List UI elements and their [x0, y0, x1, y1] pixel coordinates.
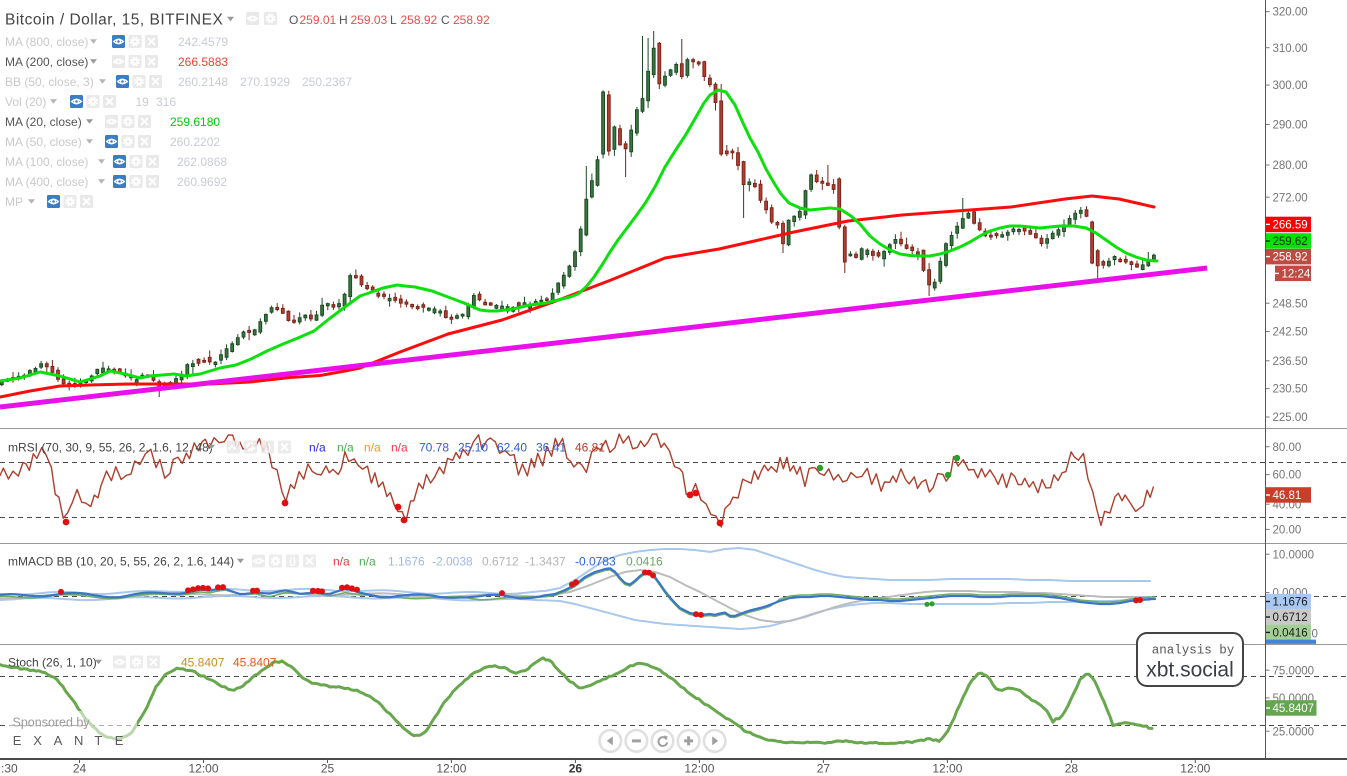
svg-text:MP: MP	[5, 195, 23, 209]
svg-text:70.78: 70.78	[419, 440, 449, 454]
svg-text:25: 25	[321, 761, 335, 775]
svg-text:n/a: n/a	[391, 440, 408, 454]
svg-text:19: 19	[136, 95, 150, 109]
svg-text:12:24: 12:24	[1282, 269, 1311, 281]
svg-text:E: E	[13, 733, 22, 748]
svg-text:A: A	[54, 733, 63, 748]
svg-text:259.6180: 259.6180	[170, 115, 220, 129]
svg-text:Bitcoin / Dollar, 15, BITFINEX: Bitcoin / Dollar, 15, BITFINEX	[5, 12, 223, 29]
svg-text:266.59: 266.59	[1273, 220, 1308, 232]
svg-text:45.8407: 45.8407	[1273, 703, 1315, 715]
svg-text:Sponsored by: Sponsored by	[13, 716, 91, 730]
svg-text:N: N	[74, 733, 83, 748]
svg-text:45.8407: 45.8407	[233, 655, 277, 669]
svg-text:25.0000: 25.0000	[1273, 726, 1315, 738]
svg-text:X: X	[33, 733, 42, 748]
svg-text:259.62: 259.62	[1273, 236, 1308, 248]
svg-text:xbt.social: xbt.social	[1146, 659, 1234, 682]
svg-text:242.50: 242.50	[1273, 327, 1308, 339]
svg-text:-0.0783: -0.0783	[575, 554, 616, 568]
svg-text:n/a: n/a	[337, 440, 354, 454]
svg-text:0.0416: 0.0416	[626, 554, 663, 568]
svg-text:45.8407: 45.8407	[181, 655, 225, 669]
svg-text:310.00: 310.00	[1273, 43, 1308, 55]
svg-text:62.40: 62.40	[497, 440, 527, 454]
svg-text:-2.0038: -2.0038	[432, 554, 473, 568]
svg-text:242.4579: 242.4579	[178, 35, 228, 49]
svg-text:258.92: 258.92	[453, 13, 490, 27]
svg-text:BB (50, close, 3): BB (50, close, 3)	[5, 75, 94, 89]
svg-text:20.00: 20.00	[1273, 525, 1302, 537]
svg-text:248.50: 248.50	[1273, 298, 1308, 310]
svg-text:n/a: n/a	[364, 440, 381, 454]
svg-text:L: L	[390, 13, 397, 27]
svg-text:0.6712: 0.6712	[482, 554, 519, 568]
svg-text:MA (20, close): MA (20, close)	[5, 115, 82, 129]
svg-text:27: 27	[817, 761, 831, 775]
svg-text:-1.3437: -1.3437	[525, 554, 566, 568]
svg-text:280.00: 280.00	[1273, 160, 1308, 172]
svg-text:266.5883: 266.5883	[178, 55, 228, 69]
svg-text:236.50: 236.50	[1273, 356, 1308, 368]
svg-text:1.1676: 1.1676	[1273, 597, 1308, 609]
svg-text:{}: {}	[289, 556, 297, 566]
svg-text:36.41: 36.41	[536, 440, 566, 454]
svg-text:MA (400, close): MA (400, close)	[5, 175, 88, 189]
svg-text:75.0000: 75.0000	[1273, 665, 1315, 677]
svg-text:C: C	[441, 13, 450, 27]
svg-text:12:00: 12:00	[436, 761, 466, 775]
svg-text:12:00: 12:00	[684, 761, 714, 775]
svg-text:230.50: 230.50	[1273, 384, 1308, 396]
svg-text:260.2202: 260.2202	[170, 135, 220, 149]
svg-text:262.0868: 262.0868	[177, 155, 227, 169]
svg-text:E: E	[115, 733, 124, 748]
svg-text:{}: {}	[264, 442, 272, 452]
svg-text:MA (800, close): MA (800, close)	[5, 35, 88, 49]
svg-text:10.0000: 10.0000	[1273, 549, 1315, 561]
svg-text::30: :30	[1, 761, 18, 775]
svg-text:12:00: 12:00	[1180, 761, 1210, 775]
svg-text:n/a: n/a	[359, 554, 376, 568]
svg-text:258.92: 258.92	[1273, 252, 1308, 264]
svg-text:MA (50, close): MA (50, close)	[5, 135, 82, 149]
svg-text:mMACD BB (10, 20, 5, 55, 26, 2: mMACD BB (10, 20, 5, 55, 26, 2, 1.6, 144…	[8, 554, 234, 568]
svg-text:H: H	[339, 13, 348, 27]
svg-text:260.2148: 260.2148	[178, 75, 228, 89]
svg-text:n/a: n/a	[309, 440, 326, 454]
svg-text:272.00: 272.00	[1273, 192, 1308, 204]
svg-text:analysis by: analysis by	[1152, 644, 1235, 658]
svg-text:60.00: 60.00	[1273, 470, 1302, 482]
svg-text:225.00: 225.00	[1273, 412, 1308, 424]
svg-text:46.81: 46.81	[1273, 490, 1302, 502]
svg-text:O: O	[289, 13, 298, 27]
svg-text:0.6712: 0.6712	[1273, 612, 1308, 624]
svg-text:Stoch (26, 1, 10): Stoch (26, 1, 10)	[8, 655, 97, 669]
svg-text:24: 24	[73, 761, 87, 775]
svg-text:259.01: 259.01	[300, 13, 337, 27]
svg-text:Vol (20): Vol (20)	[5, 95, 46, 109]
svg-text:12:00: 12:00	[188, 761, 218, 775]
svg-text:26: 26	[569, 761, 583, 775]
svg-text:MA (200, close): MA (200, close)	[5, 55, 88, 69]
svg-text:12:00: 12:00	[932, 761, 962, 775]
svg-text:1.1676: 1.1676	[388, 554, 425, 568]
svg-text:250.2367: 250.2367	[302, 75, 352, 89]
svg-text:258.92: 258.92	[401, 13, 438, 27]
svg-text:mRSI (70, 30, 9, 55, 26, 2, 1.: mRSI (70, 30, 9, 55, 26, 2, 1.6, 12, 48)	[8, 440, 213, 454]
svg-text:259.03: 259.03	[351, 13, 388, 27]
svg-text:316: 316	[156, 95, 176, 109]
svg-text:25.10: 25.10	[458, 440, 488, 454]
svg-text:300.00: 300.00	[1273, 80, 1308, 92]
svg-text:320.00: 320.00	[1273, 7, 1308, 19]
svg-text:80.00: 80.00	[1273, 442, 1302, 454]
svg-text:270.1929: 270.1929	[240, 75, 290, 89]
svg-text:28: 28	[1065, 761, 1079, 775]
svg-text:n/a: n/a	[333, 554, 350, 568]
svg-text:T: T	[94, 733, 102, 748]
svg-text:290.00: 290.00	[1273, 120, 1308, 132]
svg-text:46.81: 46.81	[575, 440, 605, 454]
svg-text:260.9692: 260.9692	[177, 175, 227, 189]
svg-text:0.0416: 0.0416	[1273, 628, 1308, 640]
svg-text:MA (100, close): MA (100, close)	[5, 155, 88, 169]
